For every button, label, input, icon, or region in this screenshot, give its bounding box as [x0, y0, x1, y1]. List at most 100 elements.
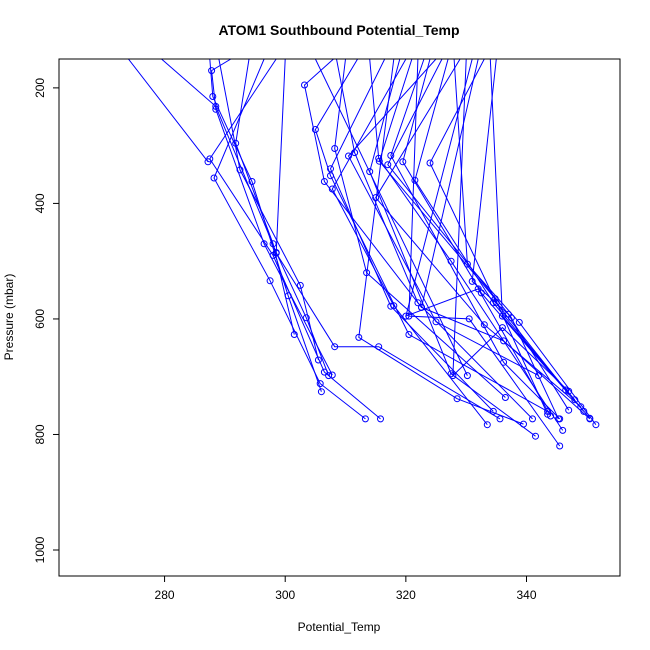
data-point [266, 277, 274, 285]
data-point [296, 281, 304, 289]
data-point [532, 432, 539, 440]
series-line-23 [402, 59, 585, 412]
data-point [418, 303, 425, 311]
data-point [345, 152, 352, 160]
series-line-34 [471, 59, 570, 411]
data-point [529, 415, 536, 423]
data-point [547, 412, 555, 420]
plot-series-group [128, 59, 600, 450]
data-point [331, 343, 339, 351]
series-line-19 [331, 59, 488, 426]
chart-title: ATOM1 Southbound Potential_Temp [218, 22, 459, 38]
y-tick-label: 200 [33, 78, 47, 98]
data-point [463, 372, 471, 380]
data-point [325, 372, 333, 380]
data-point [556, 442, 564, 450]
data-point [316, 380, 324, 388]
series-line-20 [378, 59, 549, 415]
series-line-26 [414, 59, 591, 419]
y-axis: 200 400 600 800 1000 [33, 78, 59, 563]
data-point [426, 159, 434, 167]
data-point [586, 415, 594, 423]
data-point [480, 321, 488, 329]
data-point [212, 105, 220, 113]
series-line-10 [314, 59, 468, 376]
y-tick-label: 400 [33, 193, 47, 213]
data-point [375, 157, 383, 165]
data-point [311, 126, 319, 133]
data-point [377, 415, 384, 423]
y-axis-title: Pressure (mbar) [2, 274, 16, 361]
series-line-11 [303, 59, 422, 308]
data-point [384, 161, 392, 169]
data-point [500, 358, 508, 366]
x-axis-title: Potential_Temp [298, 620, 381, 634]
plot-frame [58, 58, 621, 577]
data-point [463, 260, 471, 268]
data-point [515, 318, 523, 326]
data-point [474, 285, 482, 293]
data-point [571, 396, 579, 404]
data-point [592, 421, 600, 429]
data-point [317, 388, 325, 396]
data-point [331, 145, 339, 152]
data-point [269, 240, 277, 248]
data-point [390, 302, 398, 310]
data-point [562, 386, 570, 394]
series-line-4 [218, 59, 319, 361]
data-point [449, 372, 457, 380]
data-point [272, 249, 280, 257]
data-point [320, 178, 328, 185]
x-tick-label: 340 [516, 588, 536, 602]
series-line-29 [452, 59, 570, 392]
series-line-28 [375, 59, 582, 408]
y-tick-label: 600 [33, 309, 47, 329]
data-point [432, 318, 440, 326]
data-point [405, 331, 413, 338]
data-point [248, 178, 256, 185]
series-line-24 [347, 59, 539, 377]
series-line-9 [275, 59, 501, 420]
series-line-32 [429, 59, 567, 391]
data-point [210, 174, 218, 182]
series-line-1 [128, 59, 209, 163]
series-line-25 [387, 59, 559, 420]
x-tick-label: 300 [275, 588, 295, 602]
data-point [501, 394, 509, 401]
data-point [500, 337, 508, 345]
data-point [504, 310, 512, 318]
data-point [328, 371, 336, 379]
series-line-27 [453, 59, 597, 425]
x-axis: 280 300 320 340 [155, 576, 537, 602]
data-point [555, 415, 562, 423]
series-line-31 [420, 59, 591, 420]
data-point [465, 315, 473, 323]
series-line-30 [405, 59, 552, 417]
data-point [453, 395, 461, 403]
data-point [361, 415, 369, 423]
data-point [492, 299, 500, 307]
y-tick-label: 800 [33, 424, 47, 444]
data-point [320, 368, 328, 376]
data-point [372, 194, 380, 202]
data-point [328, 185, 336, 193]
x-tick-label: 320 [396, 588, 416, 602]
series-line-16 [329, 59, 494, 412]
data-point [402, 312, 410, 320]
data-point [236, 166, 244, 174]
data-point [232, 139, 240, 147]
data-point [301, 81, 308, 89]
data-point [327, 165, 334, 173]
data-point [565, 406, 573, 414]
data-point [399, 158, 407, 166]
series-line-14 [314, 59, 548, 412]
data-point [355, 333, 363, 341]
data-point [577, 403, 585, 411]
series-line-8 [209, 59, 381, 420]
series-line-3 [209, 59, 322, 392]
data-point [366, 168, 374, 176]
data-point [483, 421, 491, 429]
data-point [496, 415, 504, 423]
data-point [468, 277, 476, 285]
